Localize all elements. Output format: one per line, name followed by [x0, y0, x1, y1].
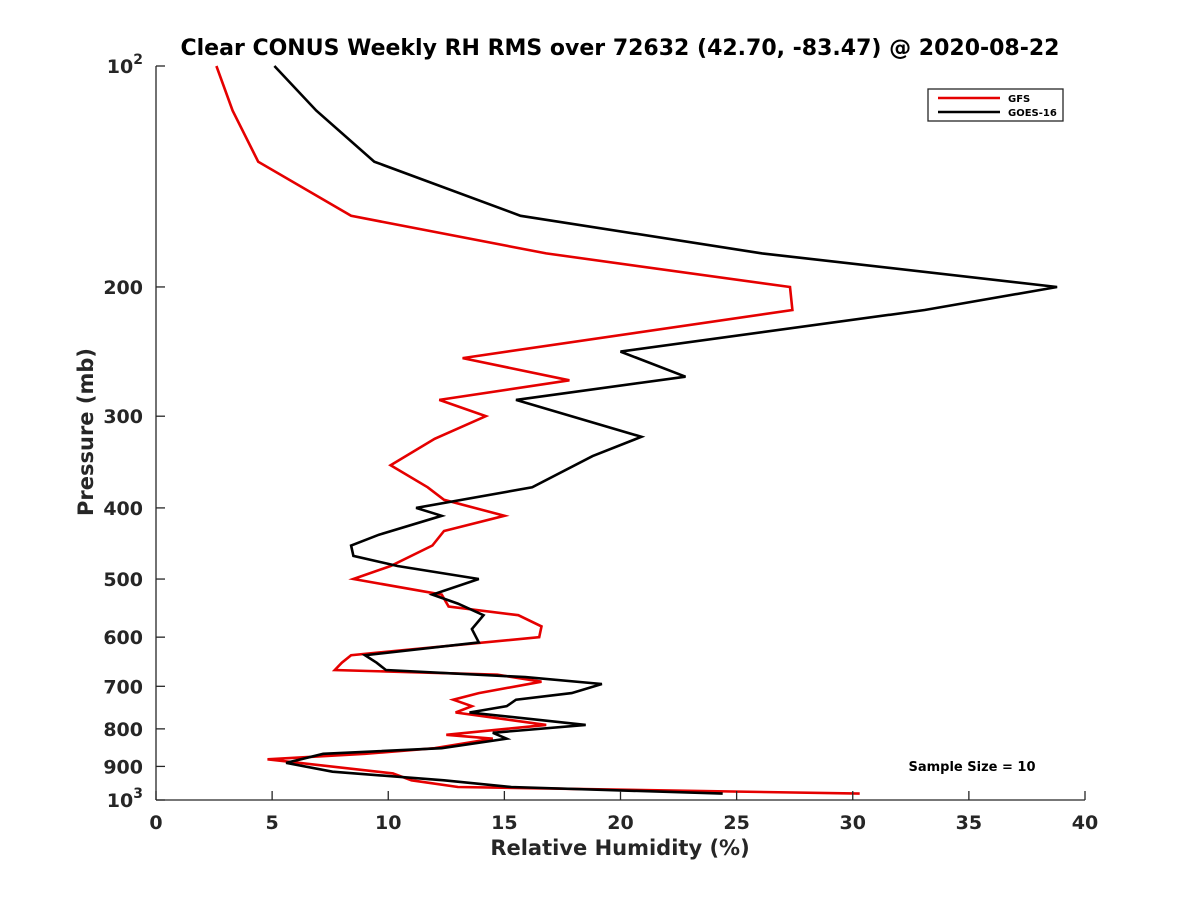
y-tick-label: 800: [103, 719, 143, 741]
y-axis-label: Pressure (mb): [74, 348, 98, 516]
y-tick-label: 900: [103, 756, 143, 778]
series-line-goes-16: [273, 65, 1058, 795]
y-tick-label: 700: [103, 676, 143, 698]
y-tick-label: 103: [107, 786, 143, 812]
legend-label: GOES-16: [1008, 108, 1057, 119]
x-tick-label: 0: [149, 812, 162, 834]
y-tick-label: 400: [103, 498, 143, 520]
x-tick-label: 15: [491, 812, 517, 834]
y-tick-label: 300: [103, 406, 143, 428]
chart-title: Clear CONUS Weekly RH RMS over 72632 (42…: [181, 36, 1060, 61]
x-tick-label: 35: [956, 812, 982, 834]
x-tick-label: 10: [375, 812, 401, 834]
x-tick-label: 5: [266, 812, 279, 834]
x-tick-label: 20: [607, 812, 633, 834]
series-line-gfs: [215, 65, 860, 795]
axes: 0 5 10 15 20 25 30 35 40 102 200 300 400 500 600 700 800…: [103, 52, 1098, 834]
x-tick-label: 30: [840, 812, 866, 834]
y-tick-label: 600: [103, 627, 143, 649]
legend-box: [927, 88, 1064, 122]
y-tick-label: 500: [103, 569, 143, 591]
y-tick-label: 102: [107, 52, 143, 78]
y-tick-label: 200: [103, 277, 143, 299]
legend-label: GFS: [1008, 94, 1030, 105]
legend: GFS GOES-16: [927, 88, 1064, 122]
x-axis-label: Relative Humidity (%): [490, 836, 749, 860]
x-tick-label: 25: [723, 812, 749, 834]
sample-size-annotation: Sample Size = 10: [908, 760, 1035, 775]
plot-area: [215, 65, 1058, 795]
x-tick-label: 40: [1072, 812, 1098, 834]
